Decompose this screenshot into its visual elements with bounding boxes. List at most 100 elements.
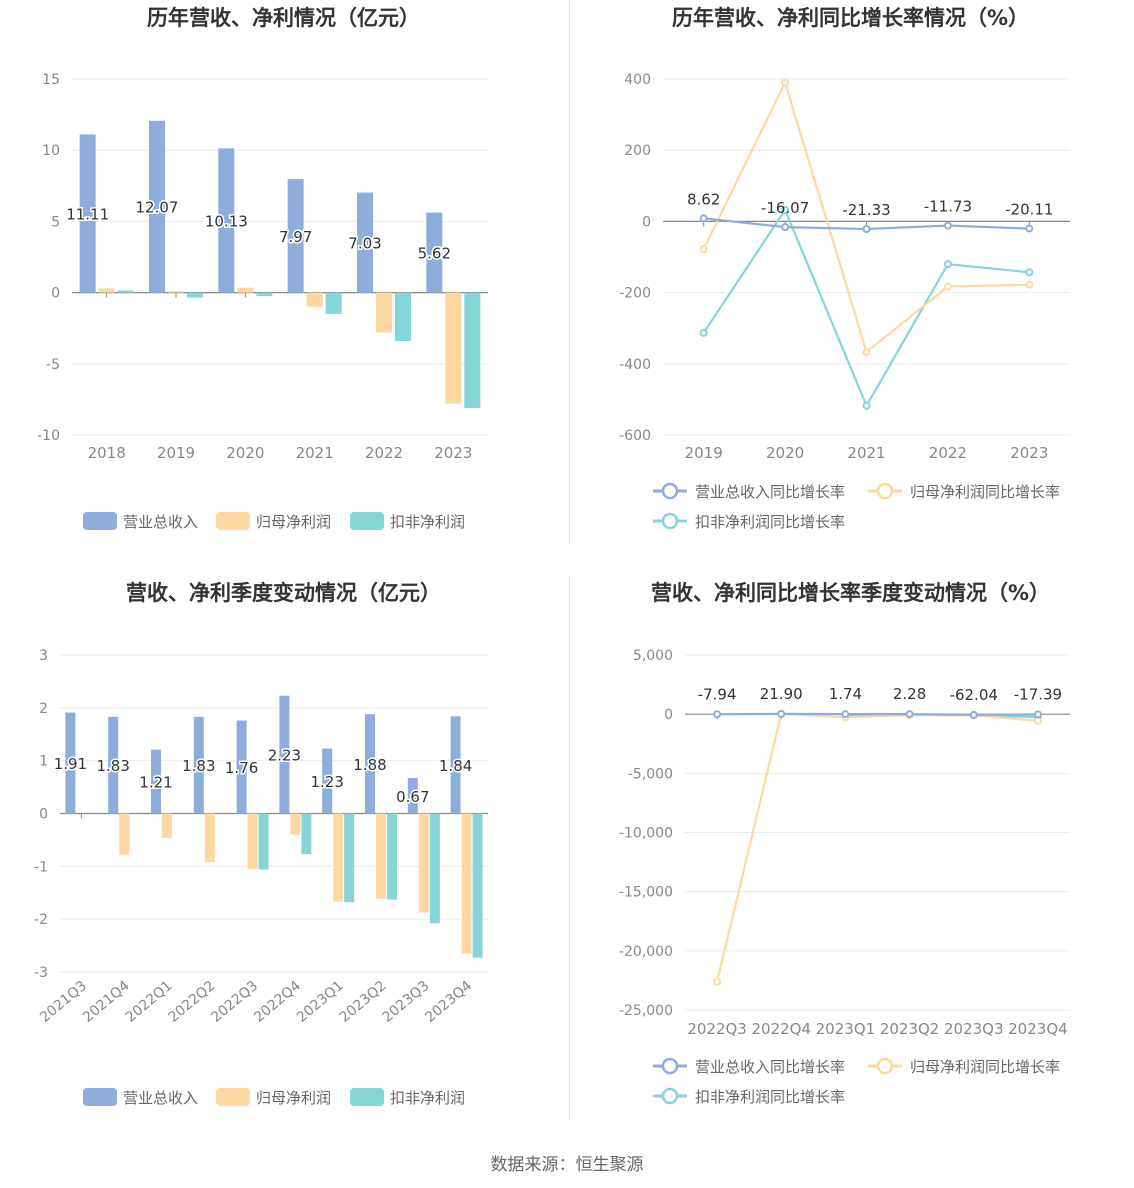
bar bbox=[187, 292, 203, 298]
bar bbox=[279, 695, 290, 814]
x-tick-label: 2023Q3 bbox=[944, 1020, 1004, 1038]
y-tick-label: 0 bbox=[642, 214, 651, 230]
legend-label: 营业总收入 bbox=[123, 513, 198, 531]
x-tick-label: 2020 bbox=[766, 444, 804, 462]
bar bbox=[204, 813, 215, 863]
bar bbox=[426, 212, 443, 293]
bar bbox=[429, 813, 440, 924]
bar bbox=[357, 192, 373, 293]
data-point bbox=[943, 282, 952, 291]
annual-growth-rate-chart: 历年营收、净利同比增长率情况（%） -600 -400 -200 0 200 400 201… bbox=[567, 0, 1134, 545]
bar-value-label: 11.11 bbox=[66, 205, 109, 223]
bar-value-label: 1.83 bbox=[96, 757, 129, 775]
legend-swatch bbox=[350, 512, 384, 530]
y-tick-label: -1 bbox=[34, 859, 48, 875]
point-value-label: -62.04 bbox=[950, 686, 998, 704]
bar-value-label: 10.13 bbox=[205, 212, 248, 230]
legend-label: 归母净利润 bbox=[256, 513, 331, 531]
legend-marker bbox=[661, 1057, 679, 1075]
chart-title: 营收、净利同比增长率季度变动情况（%） bbox=[650, 581, 1051, 605]
bar bbox=[237, 287, 254, 293]
y-tick-label: -5 bbox=[46, 357, 60, 373]
legend-swatch bbox=[216, 512, 250, 530]
y-tick-label: 5 bbox=[51, 214, 60, 230]
legend-label: 归母净利润同比增长率 bbox=[910, 483, 1060, 501]
data-point bbox=[781, 223, 790, 232]
bar bbox=[376, 292, 392, 333]
bar bbox=[306, 292, 323, 307]
bar-value-label: 1.83 bbox=[182, 757, 215, 775]
x-tick-label: 2021Q4 bbox=[80, 978, 133, 1026]
bar-value-label: 1.76 bbox=[225, 759, 258, 777]
y-tick-label: 10 bbox=[42, 143, 60, 159]
data-point bbox=[1025, 268, 1034, 277]
data-point bbox=[943, 260, 952, 269]
annual-revenue-profit-chart: 历年营收、净利情况（亿元） -10 -5 0 5 10 15 2018 2019 2020 202… bbox=[0, 0, 567, 545]
x-tick-label: 2022Q4 bbox=[251, 978, 304, 1026]
legend-label: 归母净利润同比增长率 bbox=[910, 1058, 1060, 1076]
x-tick-label: 2023Q2 bbox=[880, 1020, 940, 1038]
data-point bbox=[862, 401, 871, 410]
x-tick-label: 2023Q1 bbox=[294, 978, 347, 1026]
legend-label: 营业总收入 bbox=[123, 1089, 198, 1107]
x-tick-label: 2022Q2 bbox=[166, 978, 219, 1026]
data-point bbox=[781, 206, 790, 215]
data-source: 数据来源：恒生聚源 bbox=[490, 1155, 644, 1175]
x-tick-label: 2022 bbox=[929, 444, 967, 462]
y-tick-label: 2 bbox=[39, 701, 48, 717]
point-value-label: -16.07 bbox=[761, 199, 809, 217]
bar bbox=[287, 179, 304, 293]
data-point bbox=[699, 245, 708, 254]
legend-label: 营业总收入同比增长率 bbox=[695, 483, 845, 501]
bar-value-label: 1.84 bbox=[439, 757, 472, 775]
bar-value-label: 0.67 bbox=[396, 788, 429, 806]
data-point bbox=[1033, 716, 1042, 725]
bar-value-label: 12.07 bbox=[136, 199, 179, 217]
legend-label: 归母净利润 bbox=[256, 1089, 331, 1107]
bar-value-label: 5.62 bbox=[418, 245, 451, 263]
bar bbox=[258, 813, 269, 870]
bar bbox=[344, 813, 355, 903]
y-tick-label: 15 bbox=[42, 72, 60, 88]
data-point bbox=[1033, 710, 1042, 719]
y-tick-label: -3 bbox=[34, 965, 48, 981]
y-tick-label: -10,000 bbox=[619, 826, 673, 842]
panel-divider bbox=[569, 0, 570, 545]
bar bbox=[290, 813, 301, 835]
bar bbox=[256, 292, 273, 297]
y-tick-label: 200 bbox=[624, 143, 651, 159]
y-tick-label: -15,000 bbox=[619, 885, 673, 901]
bar-value-label: 7.97 bbox=[279, 228, 312, 246]
point-value-label: -21.33 bbox=[842, 201, 890, 219]
y-tick-label: 0 bbox=[51, 286, 60, 302]
quarterly-growth-rate-chart: 营收、净利同比增长率季度变动情况（%） -25,000 -20,000 -15,00… bbox=[567, 575, 1134, 1120]
bar bbox=[218, 148, 235, 293]
legend-label: 扣非净利润 bbox=[390, 1089, 465, 1107]
y-tick-label: 0 bbox=[39, 807, 48, 823]
chart-canvas: -600 -400 -200 0 200 400 2019 2020 2021 2022 2023 8… bbox=[619, 72, 1070, 531]
quarterly-revenue-profit-chart: 营收、净利季度变动情况（亿元） -3 -2 -1 0 1 2 3 2021Q3 2021Q4 20… bbox=[0, 575, 567, 1120]
y-tick-label: 0 bbox=[664, 707, 673, 723]
data-point bbox=[781, 78, 790, 87]
y-tick-label: -600 bbox=[619, 428, 651, 444]
data-point bbox=[699, 214, 708, 223]
x-tick-label: 2022Q4 bbox=[751, 1020, 811, 1038]
bar bbox=[376, 813, 386, 899]
bar bbox=[407, 778, 418, 814]
series-line bbox=[716, 712, 1039, 982]
legend-marker bbox=[661, 1087, 679, 1105]
point-value-label: 8.62 bbox=[687, 190, 720, 208]
legend-swatch bbox=[350, 1088, 384, 1106]
chart-canvas: -10 -5 0 5 10 15 2018 2019 2020 2021 2022 2023 11.11… bbox=[37, 72, 488, 531]
chart-title: 营收、净利季度变动情况（亿元） bbox=[126, 581, 441, 605]
legend-label: 扣非净利润同比增长率 bbox=[695, 513, 845, 531]
y-tick-label: 5,000 bbox=[633, 648, 673, 664]
legend-marker bbox=[661, 482, 679, 500]
y-tick-label: -400 bbox=[619, 357, 651, 373]
bar bbox=[395, 292, 411, 342]
bar bbox=[108, 716, 119, 814]
x-tick-label: 2023 bbox=[1010, 444, 1048, 462]
bar bbox=[365, 714, 375, 814]
data-point bbox=[862, 348, 871, 357]
data-point bbox=[862, 224, 871, 233]
